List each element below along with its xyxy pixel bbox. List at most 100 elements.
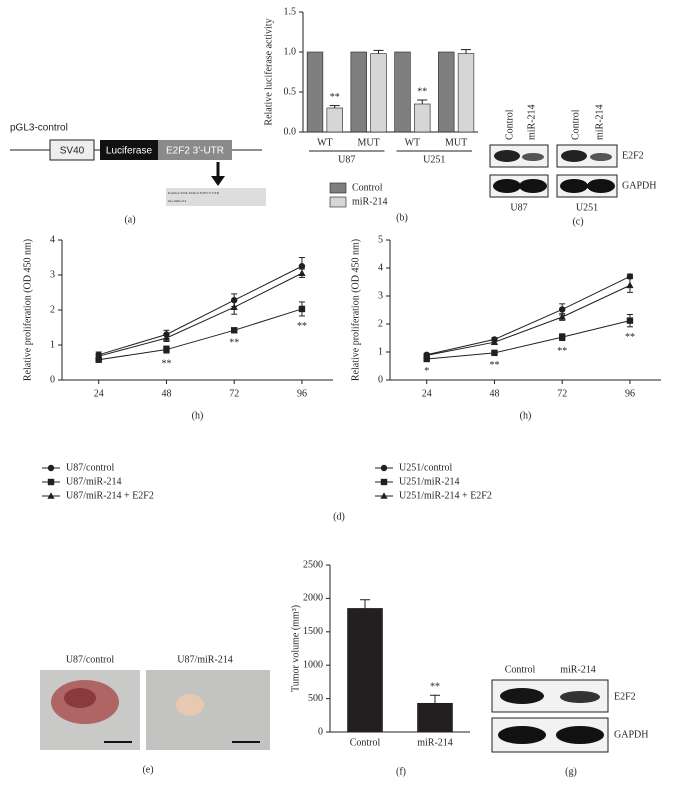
marker: [47, 492, 55, 499]
y-tick-label: 3: [378, 290, 383, 301]
panel-label: (g): [565, 766, 577, 777]
legend-label: U251/miR-214 + E2F2: [399, 490, 492, 501]
bar: [457, 53, 475, 133]
lane-label: miR-214: [526, 104, 537, 140]
line: [98, 272, 303, 357]
band: [590, 153, 612, 161]
group-label: U251: [576, 202, 598, 213]
alignment-text: hsa-miR-214: [168, 199, 187, 203]
marker: [162, 334, 171, 341]
legend-swatch: [329, 196, 347, 208]
legend-label: Control: [352, 182, 383, 193]
y-tick-label: 500: [308, 693, 323, 704]
marker: [558, 333, 566, 341]
construct-diagram: pGL3-control SV40 Luciferase E2F2 3′-UTR…: [10, 123, 266, 206]
photo-label: U87/miR-214: [177, 654, 233, 665]
band: [498, 726, 546, 744]
bar: [350, 51, 367, 133]
annotation: **: [625, 332, 635, 343]
legend-swatch: [329, 182, 347, 194]
annotation: **: [229, 338, 239, 349]
bar: [326, 107, 343, 133]
bar: [414, 103, 431, 133]
bar: [417, 702, 453, 733]
y-tick-label: 1000: [303, 659, 323, 670]
band: [494, 150, 520, 162]
tumor-photos: U87/control U87/miR-214: [40, 654, 270, 750]
y-tick-label: 4: [378, 262, 383, 273]
marker: [380, 478, 388, 486]
arrow-head: [211, 176, 225, 186]
annotation: **: [161, 358, 171, 369]
y-tick-label: 2: [50, 304, 55, 315]
y-tick-label: 4: [50, 234, 55, 245]
band: [519, 179, 547, 193]
x-axis-label: (h): [192, 410, 204, 421]
bar: [306, 51, 324, 133]
x-tick-label: 24: [94, 388, 104, 399]
marker: [47, 464, 55, 472]
marker: [163, 346, 170, 353]
y-tick-label: 3: [50, 269, 55, 280]
x-tick-label: Control: [350, 737, 381, 748]
band-label: E2F2: [614, 691, 636, 702]
x-tick-label: 72: [229, 388, 239, 399]
x-tick-label: 96: [625, 388, 635, 399]
legend-label: miR-214: [352, 196, 388, 207]
band: [560, 691, 600, 703]
group-label: U251: [423, 154, 445, 165]
panel-label: (f): [396, 766, 406, 777]
panel-label: (d): [333, 511, 345, 522]
x-axis-label: (h): [520, 410, 532, 421]
promoter-box: [49, 139, 95, 161]
y-tick-label: 2500: [303, 559, 323, 570]
band-label: E2F2: [622, 150, 644, 161]
marker: [558, 313, 566, 320]
annotation: **: [489, 360, 499, 371]
marker: [298, 305, 306, 313]
y-tick-label: 1: [378, 346, 383, 357]
bar: [438, 51, 455, 133]
band: [500, 688, 544, 704]
marker: [230, 327, 238, 334]
y-tick-label: 2000: [303, 593, 323, 604]
x-tick-label: 24: [422, 388, 432, 399]
band: [560, 179, 588, 193]
band: [522, 153, 544, 161]
x-tick-label: WT: [317, 137, 333, 148]
marker: [558, 306, 566, 313]
band: [493, 179, 521, 193]
group-label: U87: [510, 202, 527, 213]
marker: [626, 317, 634, 324]
x-tick-label: miR-214: [417, 737, 453, 748]
line: [98, 265, 303, 356]
panel-label: (a): [124, 214, 135, 225]
legend-label: U87/miR-214 + E2F2: [66, 490, 154, 501]
y-axis-label: Tumor volume (mm³): [290, 605, 301, 692]
y-axis-label: Relative proliferation (OD 450 nm): [22, 239, 33, 381]
western-blot-g: Control miR-214 E2F2 GAPDH: [491, 664, 648, 753]
bar: [394, 51, 411, 133]
lane-label: Control: [504, 109, 515, 140]
legend-label: U87/control: [66, 462, 115, 473]
marker: [298, 263, 306, 270]
marker: [380, 464, 388, 472]
x-tick-label: 48: [489, 388, 499, 399]
marker: [380, 492, 388, 499]
marker: [626, 281, 634, 289]
band: [561, 150, 587, 162]
y-axis-label: Relative luciferase activity: [263, 18, 274, 125]
alignment-text: Position 3234-3240 of E2F2 3′ UTR: [168, 191, 220, 195]
lane-label: Control: [570, 109, 581, 140]
band: [556, 726, 604, 744]
line: [426, 284, 631, 356]
band: [587, 179, 615, 193]
y-tick-label: 0: [318, 726, 323, 737]
line: [426, 320, 631, 360]
utr-label: E2F2 3′-UTR: [166, 146, 224, 157]
photo-label: U87/control: [66, 654, 115, 665]
x-tick-label: 72: [557, 388, 567, 399]
marker: [47, 478, 55, 486]
reporter-box: [100, 140, 158, 160]
